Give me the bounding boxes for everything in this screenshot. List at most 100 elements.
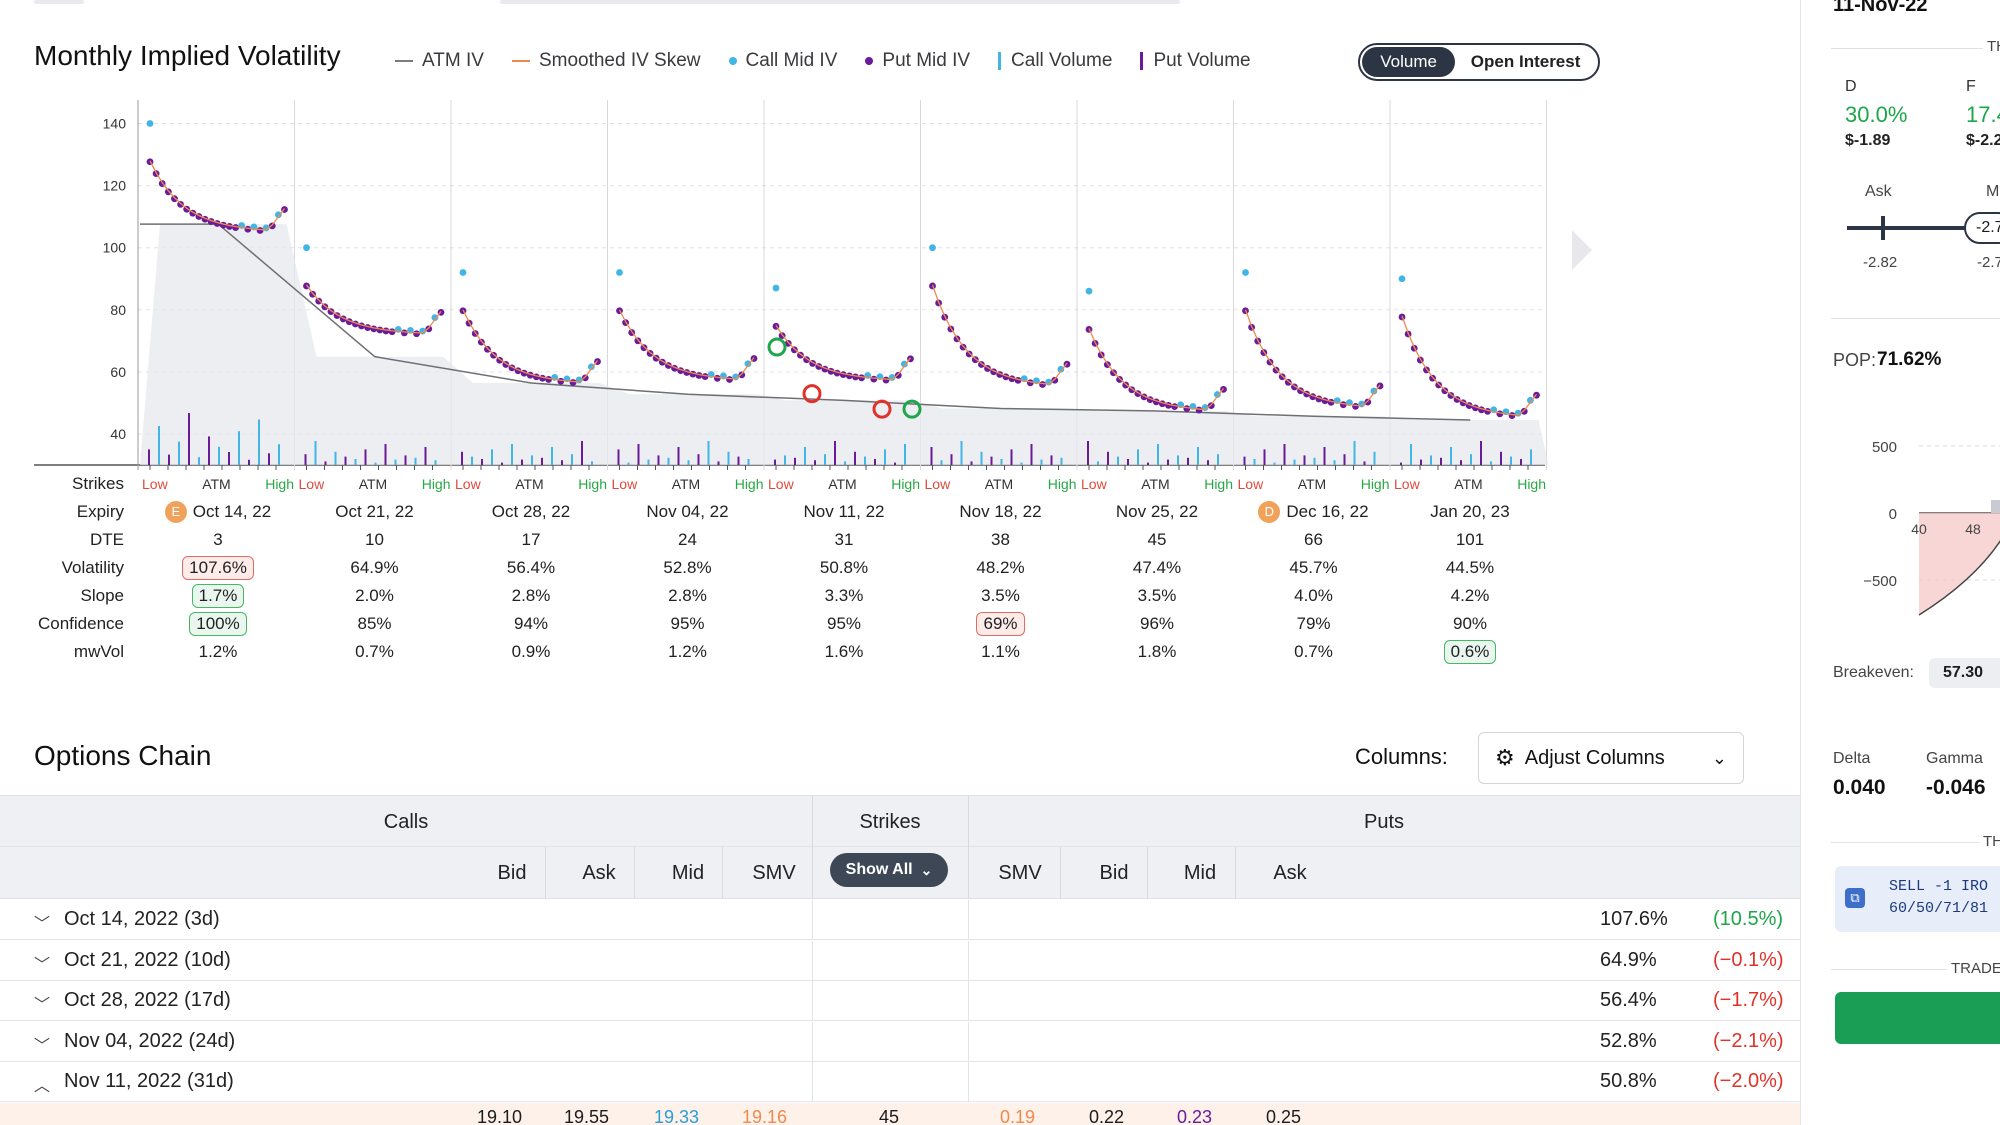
chevron-down-icon[interactable]: ﹀: [34, 916, 51, 933]
legend-call-volume[interactable]: Call Volume: [998, 50, 1112, 72]
put-mid-iv-point: [1520, 407, 1528, 415]
put-mid-iv-point: [171, 195, 178, 203]
put-mid-iv-point: [726, 376, 733, 383]
call-mid-iv-point: [303, 244, 310, 252]
put-volume-bar: [834, 441, 836, 465]
dte-cell: 66: [1304, 530, 1323, 549]
strike-range: Low ATM High: [923, 470, 1079, 498]
put-volume-bar: [1363, 461, 1366, 465]
mwvol-value: 0.7%: [355, 642, 394, 661]
slope-cell: 4.2%: [1392, 582, 1548, 610]
put-mid-iv-point: [382, 327, 390, 335]
pnl-chart: 500 0 −500 40 48: [1863, 439, 2000, 616]
line-swatch-icon: [395, 60, 413, 62]
expiry-column[interactable]: Low ATM High Oct 28, 22 17 56.4% 2.8% 94% 0.9%: [453, 470, 609, 666]
call-volume-bar: [1510, 456, 1512, 465]
expiry-column[interactable]: Low ATM High Nov 25, 22 45 47.4% 3.5% 96% 1.8%: [1079, 470, 1235, 666]
expiry-date: Nov 18, 22: [959, 502, 1042, 521]
expiry-column[interactable]: Low ATM High Jan 20, 23 101 44.5% 4.2% 90% 0.6%: [1392, 470, 1548, 666]
call-mid-iv-point: [1085, 287, 1093, 295]
volatility-cell: 47.4%: [1079, 554, 1235, 582]
put-mid-iv-point: [858, 374, 865, 382]
stats-row-label: Confidence: [37, 614, 124, 633]
expiry-row[interactable]: ﹀ Nov 04, 2022 (24d) 52.8% (−2.1%): [0, 1021, 1800, 1062]
col-call-mid[interactable]: Mid: [671, 861, 705, 884]
put-mid-iv-point: [738, 371, 746, 379]
put-volume-bar: [344, 456, 347, 465]
mwvol-value: 0.6%: [1443, 640, 1497, 664]
order-summary[interactable]: ⧉ SELL -1 IRO 60/50/71/81: [1835, 866, 2000, 932]
price-slider-handle[interactable]: -2.7: [1964, 212, 2000, 244]
call-volume-bar: [1020, 462, 1023, 465]
call-volume-bar: [1117, 456, 1119, 465]
put-volume-bar: [1520, 459, 1522, 465]
chevron-down-icon[interactable]: ﹀: [34, 997, 51, 1014]
col-call-ask[interactable]: Ask: [582, 861, 616, 884]
call-volume-bar: [1217, 454, 1219, 465]
send-order-button[interactable]: [1835, 992, 2000, 1044]
call-volume-bar: [1450, 447, 1452, 465]
toggle-open-interest[interactable]: Open Interest: [1470, 52, 1581, 71]
col-put-smv[interactable]: SMV: [998, 861, 1042, 884]
col-put-ask[interactable]: Ask: [1273, 861, 1307, 884]
show-all-strikes-dropdown[interactable]: Show All ⌄: [830, 853, 948, 887]
col-call-bid[interactable]: Bid: [497, 861, 527, 884]
expiry-cell: E Oct 14, 22: [140, 498, 296, 526]
expiry-cell: Nov 04, 22: [610, 498, 766, 526]
expiry-date: Dec 16, 22: [1286, 502, 1369, 521]
chevron-down-icon[interactable]: ﹀: [34, 1037, 51, 1055]
legend-label: Put Mid IV: [882, 50, 971, 71]
expiry-date: Jan 20, 23: [1430, 502, 1510, 521]
put-ask[interactable]: 0.25: [1266, 1107, 1302, 1125]
delta-label: Delta: [1833, 750, 1871, 767]
strike-row[interactable]: 19.10 19.55 19.33 19.16 45 0.19 0.22 0.2…: [0, 1103, 1800, 1125]
call-volume-bar: [747, 459, 750, 465]
call-mid[interactable]: 19.33: [654, 1107, 700, 1125]
strike-range: Low ATM High: [297, 470, 453, 498]
slope-cell: 4.0%: [1236, 582, 1392, 610]
legend-put-volume[interactable]: Put Volume: [1140, 50, 1251, 72]
expiry-column[interactable]: Low ATM High E Oct 14, 22 3 107.6% 1.7% 100% 1.2%: [140, 470, 296, 666]
col-call-smv[interactable]: SMV: [752, 861, 796, 884]
confidence-cell: 69%: [923, 610, 1079, 638]
expiry-row-iv-change: (−1.7%): [1713, 989, 1784, 1011]
expiry-row-iv: 107.6%: [1600, 908, 1668, 930]
put-bid[interactable]: 0.22: [1089, 1107, 1125, 1125]
toggle-volume[interactable]: Volume: [1362, 47, 1456, 77]
chevron-up-icon[interactable]: ︿: [34, 1078, 51, 1095]
chevron-right-icon: [1572, 230, 1592, 270]
expiry-column[interactable]: Low ATM High Oct 21, 22 10 64.9% 2.0% 85% 0.7%: [297, 470, 453, 666]
expiry-column[interactable]: Low ATM High Nov 04, 22 24 52.8% 2.8% 95% 1.2%: [610, 470, 766, 666]
col-put-bid[interactable]: Bid: [1099, 861, 1129, 884]
legend-smoothed-iv-skew[interactable]: Smoothed IV Skew: [511, 50, 701, 72]
legend-put-mid-iv[interactable]: Put Mid IV: [865, 50, 970, 72]
price-slider-track[interactable]: [1847, 226, 1997, 230]
col-put-mid[interactable]: Mid: [1183, 861, 1217, 884]
put-mid[interactable]: 0.23: [1177, 1107, 1213, 1125]
bar-swatch-icon: [998, 52, 1002, 70]
pop-value: 71.62%: [1877, 349, 1942, 370]
expiry-column[interactable]: Low ATM High D Dec 16, 22 66 45.7% 4.0% 79% 0.7%: [1236, 470, 1392, 666]
copy-icon[interactable]: ⧉: [1845, 888, 1865, 908]
smoothed-iv-skew-line: [1244, 309, 1381, 407]
expiry-row-date: Nov 04, 2022 (24d): [64, 1029, 236, 1052]
call-mid-iv-point: [431, 314, 439, 322]
expiry-row[interactable]: ︿ Nov 11, 2022 (31d) 50.8% (−2.0%): [0, 1062, 1800, 1102]
legend-atm-iv[interactable]: ATM IV: [395, 50, 484, 72]
expiry-row[interactable]: ﹀ Oct 14, 2022 (3d) 107.6% (10.5%): [0, 900, 1800, 940]
expiry-row[interactable]: ﹀ Oct 21, 2022 (10d) 64.9% (−0.1%): [0, 940, 1800, 981]
expiry-column[interactable]: Low ATM High Nov 11, 22 31 50.8% 3.3% 95% 1.6%: [766, 470, 922, 666]
legend-call-mid-iv[interactable]: Call Mid IV: [728, 50, 837, 72]
call-ask[interactable]: 19.55: [564, 1107, 610, 1125]
col-f-label: F: [1966, 78, 1976, 95]
slope-cell: 2.8%: [610, 582, 766, 610]
expiry-column[interactable]: Low ATM High Nov 18, 22 38 48.2% 3.5% 69% 1.1%: [923, 470, 1079, 666]
strike-range: Low ATM High: [610, 470, 766, 498]
expiry-row[interactable]: ﹀ Oct 28, 2022 (17d) 56.4% (−1.7%): [0, 981, 1800, 1021]
call-volume-bar: [707, 441, 710, 465]
volatility-cell: 52.8%: [610, 554, 766, 582]
call-bid[interactable]: 19.10: [477, 1107, 523, 1125]
strike-low: Low: [1237, 476, 1264, 492]
adjust-columns-dropdown[interactable]: ⚙ Adjust Columns ⌄: [1478, 732, 1744, 784]
chevron-down-icon[interactable]: ﹀: [34, 956, 51, 974]
